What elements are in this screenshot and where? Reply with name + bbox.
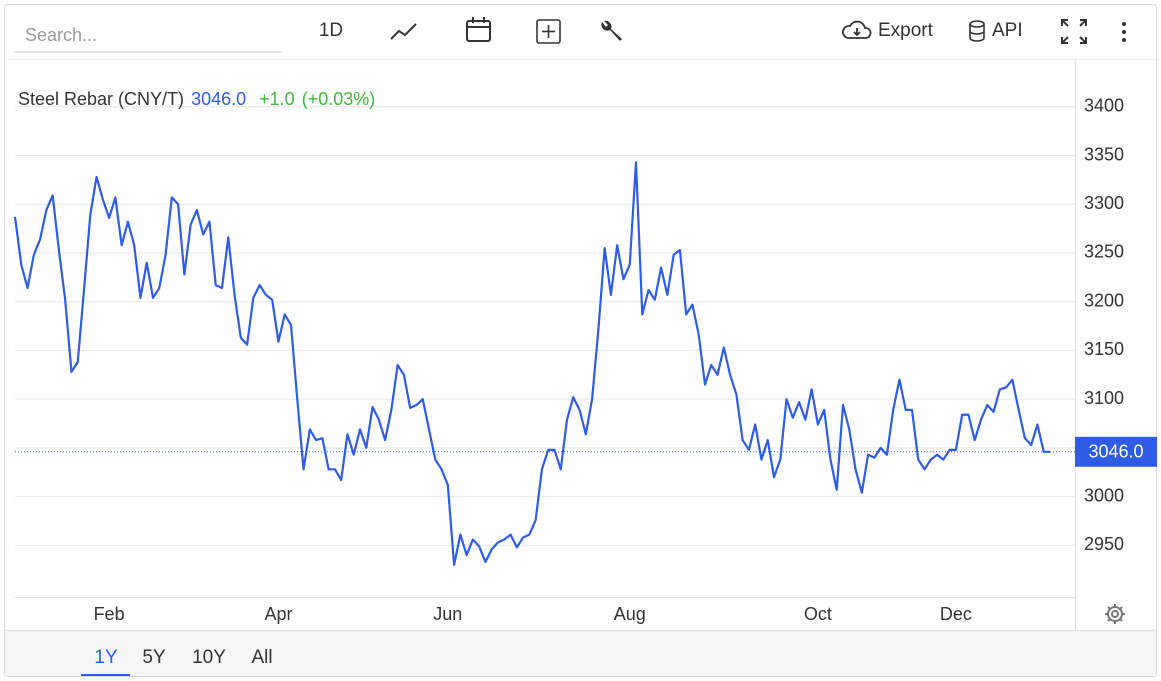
range-button[interactable]: All [251, 647, 272, 668]
x-tick-label: Jun [433, 604, 462, 624]
settings-icon[interactable] [1105, 604, 1125, 624]
range-bar [5, 630, 1156, 676]
range-button[interactable]: 10Y [192, 647, 226, 668]
last-price: 3046.0 [191, 89, 246, 109]
change: +1.0 [259, 89, 295, 109]
series-name: Steel Rebar (CNY/T) [18, 89, 184, 109]
calendar-icon[interactable] [466, 17, 491, 42]
x-tick-label: Aug [614, 604, 646, 624]
range-buttons: 1Y 5Y 10Y All [81, 647, 273, 676]
y-tick-label: 3100 [1084, 388, 1124, 408]
legend: Steel Rebar (CNY/T) 3046.0 +1.0 (+0.03%) [18, 89, 375, 109]
frame [4, 4, 1157, 677]
add-indicator-icon[interactable] [536, 19, 561, 44]
x-tick-label: Feb [94, 604, 125, 624]
y-tick-label: 3200 [1084, 290, 1124, 310]
change-percent: (+0.03%) [302, 89, 376, 109]
export-label: Export [878, 20, 934, 41]
api-button[interactable]: API [969, 20, 1023, 42]
x-tick-label: Dec [940, 604, 972, 624]
y-tick-label: 3000 [1084, 485, 1124, 505]
x-tick-label: Oct [804, 604, 832, 624]
api-label: API [992, 20, 1023, 41]
range-button[interactable]: 1Y [94, 647, 118, 668]
y-tick-label: 3250 [1084, 242, 1124, 262]
y-tick-label: 2950 [1084, 534, 1124, 554]
toolbar: Search... 1D Export API [14, 17, 1126, 53]
plot-area: 2950300030503100315032003250330033503400… [13, 96, 1157, 624]
interval-button[interactable]: 1D [319, 20, 343, 41]
y-tick-label: 3350 [1084, 144, 1124, 164]
y-tick-label: 3150 [1084, 339, 1124, 359]
y-tick-label: 3400 [1084, 96, 1124, 116]
last-price-label: 3046.0 [1088, 442, 1143, 462]
export-button[interactable]: Export [842, 20, 934, 41]
tools-icon[interactable] [601, 20, 622, 41]
x-tick-label: Apr [264, 604, 292, 624]
last-price-box [1075, 436, 1157, 467]
y-tick-label: 3300 [1084, 193, 1124, 213]
search-box[interactable]: Search... [25, 25, 97, 45]
range-button[interactable]: 5Y [142, 647, 166, 668]
chart-type-icon[interactable] [390, 23, 417, 40]
price-line [13, 161, 1050, 566]
fullscreen-icon[interactable] [1061, 19, 1087, 44]
menu-icon[interactable] [1122, 22, 1126, 42]
